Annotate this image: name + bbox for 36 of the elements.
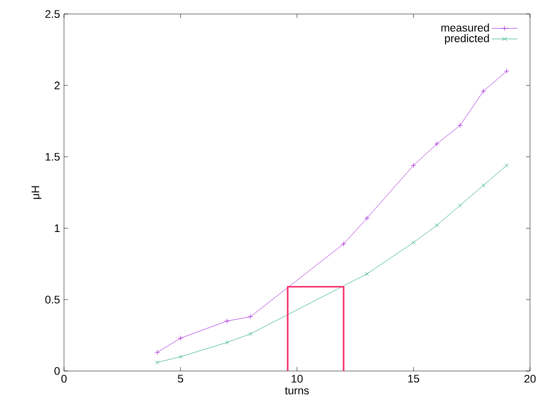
point	[504, 163, 509, 168]
legend-label: measured	[441, 24, 489, 32]
x-tick-label: 20	[524, 374, 536, 383]
y-tick-label: 1.5	[46, 152, 60, 161]
point	[178, 335, 184, 341]
legend-label: predicted	[445, 34, 489, 44]
point	[504, 68, 510, 74]
point	[457, 122, 463, 128]
point	[458, 203, 462, 208]
point	[434, 223, 439, 228]
point	[364, 216, 370, 221]
point	[480, 88, 486, 94]
point	[178, 354, 182, 359]
point	[224, 318, 230, 324]
x-tick-label: 15	[408, 374, 420, 383]
y-tick-label: 0.5	[45, 296, 60, 304]
point	[434, 141, 440, 147]
point	[248, 332, 252, 336]
point	[154, 350, 160, 356]
point	[225, 340, 230, 344]
y-tick-label: 2.5	[45, 10, 60, 18]
x-axis-title: turns	[284, 387, 309, 394]
x-tick-label: 5	[178, 374, 184, 383]
point	[340, 241, 346, 247]
point	[410, 162, 416, 168]
y-tick-label: 0	[54, 367, 60, 375]
y-tick-label: 1	[54, 224, 60, 232]
y-axis-title: μH	[32, 186, 42, 199]
point	[481, 183, 486, 188]
point	[412, 240, 416, 244]
x-tick-label: 0	[61, 374, 67, 383]
x-tick-label: 10	[292, 374, 303, 383]
point	[364, 272, 369, 276]
point	[155, 360, 160, 364]
y-tick-label: 2	[54, 82, 60, 90]
point	[248, 314, 254, 320]
